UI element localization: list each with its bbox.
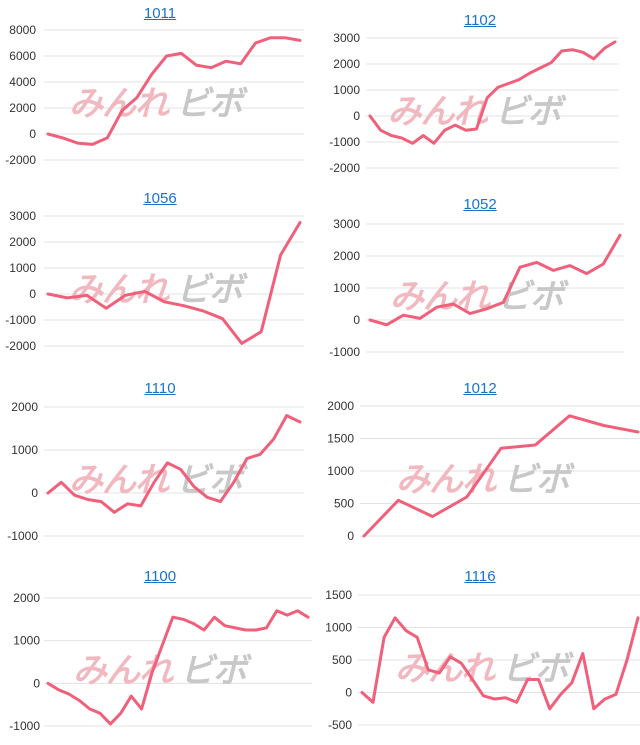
line-chart: 3000 2000 1000 0 -1000 -2000 みんれ ビボ [329,31,619,175]
watermark-logo: みんれ ビボ [69,84,249,124]
watermark-logo: みんれ ビボ [73,651,253,691]
svg-text:ビボ: ビボ [497,277,569,317]
series-line [368,233,622,327]
chart-panel-1012: 1012 2000 1500 1000 500 0 みんれ ビボ [320,372,640,558]
chart-title-link[interactable]: 1011 [143,5,177,22]
series-line [362,414,640,538]
series-line [360,616,640,711]
svg-text:ビボ: ビボ [495,92,567,132]
line-chart: 8000 6000 4000 2000 0 -2000 みんれ ビボ [5,23,304,167]
y-tick-label: 3000 [9,209,36,223]
watermark-logo: みんれ ビボ [388,92,568,132]
y-tick-label: 2000 [333,249,360,263]
y-tick-label: 2000 [333,57,360,71]
svg-text:みんれ: みんれ [396,460,497,500]
y-tick-label: 2000 [9,101,36,115]
y-tick-label: 1000 [13,634,40,648]
y-tick-label: 3000 [333,31,360,45]
svg-text:みんれ: みんれ [395,649,496,689]
chart-panel-1056: 1056 3000 2000 1000 0 -1000 -2000 みんれ ビボ [0,186,320,372]
series-line [46,221,302,345]
chart-panel-1110: 1110 2000 1000 0 -1000 みんれ ビボ [0,372,320,558]
chart-title-link[interactable]: 1056 [143,190,177,207]
watermark-logo: みんれ ビボ [396,460,576,500]
y-tick-label: 0 [353,109,360,123]
svg-text:ビボ: ビボ [176,84,248,124]
y-tick-label: 2000 [13,591,40,605]
svg-text:みんれ: みんれ [390,277,491,317]
svg-text:ビボ: ビボ [503,460,575,500]
y-tick-label: -1000 [329,345,360,359]
y-tick-label: 1000 [325,621,352,635]
line-chart: 3000 2000 1000 0 -1000 -2000 みんれ ビボ [5,209,304,353]
y-tick-label: 0 [33,676,40,690]
y-tick-label: 6000 [9,49,36,63]
chart-title-link[interactable]: 1110 [144,380,176,397]
y-tick-label: -2000 [329,161,360,175]
y-tick-label: -2000 [5,339,36,353]
y-tick-label: 2000 [327,399,354,413]
chart-panel-1100: 1100 2000 1000 0 -1000 みんれ ビボ [0,558,320,745]
line-chart: 2000 1000 0 -1000 みんれ ビボ [9,591,312,733]
y-tick-label: 500 [332,653,352,667]
chart-panel-1052: 1052 3000 2000 1000 0 -1000 みんれ ビボ [320,186,640,372]
y-tick-label: 0 [347,529,354,543]
chart-panel-1102: 1102 3000 2000 1000 0 -1000 -2000 みんれ ビボ [320,0,640,186]
series-line [368,40,617,145]
y-tick-label: 0 [345,686,352,700]
y-tick-label: -1000 [329,135,360,149]
y-tick-label: 0 [29,127,36,141]
y-tick-label: 0 [31,486,38,500]
svg-text:ビボ: ビボ [180,651,252,691]
y-tick-label: -1000 [5,313,36,327]
watermark-logo: みんれ ビボ [69,461,249,501]
svg-text:ビボ: ビボ [502,649,574,689]
chart-title-link[interactable]: 1116 [464,568,496,585]
y-tick-label: -500 [328,718,352,732]
y-tick-label: -2000 [5,153,36,167]
svg-text:みんれ: みんれ [69,270,170,310]
y-tick-label: -1000 [7,529,38,543]
series-line [46,414,302,514]
line-chart: 3000 2000 1000 0 -1000 みんれ ビボ [329,217,624,359]
line-chart: 1500 1000 500 0 -500 みんれ ビボ [325,588,640,732]
y-tick-label: 2000 [9,235,36,249]
y-tick-label: 2000 [11,400,38,414]
chart-title-link[interactable]: 1052 [463,196,497,213]
y-tick-label: 1500 [325,588,352,602]
y-tick-label: 1000 [9,261,36,275]
watermark-logo: みんれ ビボ [69,270,249,310]
series-line [46,36,302,146]
chart-panel-1116: 1116 1500 1000 500 0 -500 みんれ ビボ [320,558,640,745]
svg-text:みんれ: みんれ [388,92,489,132]
chart-title-link[interactable]: 1012 [463,380,497,397]
line-chart: 2000 1000 0 -1000 みんれ ビボ [7,400,304,543]
y-tick-label: -1000 [9,719,40,733]
y-tick-label: 0 [29,287,36,301]
line-chart: 2000 1500 1000 500 0 みんれ ビボ [327,399,640,543]
watermark-logo: みんれ ビボ [395,649,575,689]
svg-text:ビボ: ビボ [176,270,248,310]
chart-title-link[interactable]: 1100 [143,568,177,585]
chart-title-link[interactable]: 1102 [463,12,497,29]
y-tick-label: 1000 [327,464,354,478]
chart-panel-1011: 1011 8000 6000 4000 2000 0 -2000 みんれ ビボ [0,0,320,186]
y-tick-label: 4000 [9,75,36,89]
watermark-logo: みんれ ビボ [390,277,570,317]
y-tick-label: 1000 [11,443,38,457]
y-tick-label: 8000 [9,23,36,37]
svg-text:ビボ: ビボ [176,461,248,501]
y-tick-label: 1500 [327,432,354,446]
series-line [46,609,310,726]
y-tick-label: 0 [353,313,360,327]
y-tick-label: 3000 [333,217,360,231]
y-tick-label: 1000 [333,281,360,295]
y-tick-label: 500 [334,497,354,511]
y-tick-label: 1000 [333,83,360,97]
